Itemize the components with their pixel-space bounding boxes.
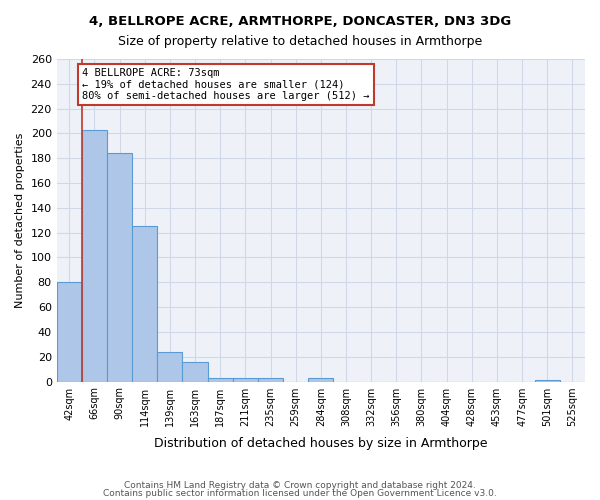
Text: 4, BELLROPE ACRE, ARMTHORPE, DONCASTER, DN3 3DG: 4, BELLROPE ACRE, ARMTHORPE, DONCASTER, … <box>89 15 511 28</box>
Bar <box>182 362 208 382</box>
Bar <box>208 378 233 382</box>
Bar <box>535 380 560 382</box>
Text: Contains public sector information licensed under the Open Government Licence v3: Contains public sector information licen… <box>103 488 497 498</box>
Bar <box>233 378 258 382</box>
Text: 4 BELLROPE ACRE: 73sqm
← 19% of detached houses are smaller (124)
80% of semi-de: 4 BELLROPE ACRE: 73sqm ← 19% of detached… <box>82 68 370 101</box>
Text: Contains HM Land Registry data © Crown copyright and database right 2024.: Contains HM Land Registry data © Crown c… <box>124 481 476 490</box>
Bar <box>258 378 283 382</box>
Bar <box>82 130 107 382</box>
Bar <box>157 352 182 382</box>
Bar <box>132 226 157 382</box>
Bar <box>107 154 132 382</box>
Y-axis label: Number of detached properties: Number of detached properties <box>15 132 25 308</box>
Bar <box>56 282 82 382</box>
Bar <box>308 378 334 382</box>
X-axis label: Distribution of detached houses by size in Armthorpe: Distribution of detached houses by size … <box>154 437 488 450</box>
Text: Size of property relative to detached houses in Armthorpe: Size of property relative to detached ho… <box>118 35 482 48</box>
